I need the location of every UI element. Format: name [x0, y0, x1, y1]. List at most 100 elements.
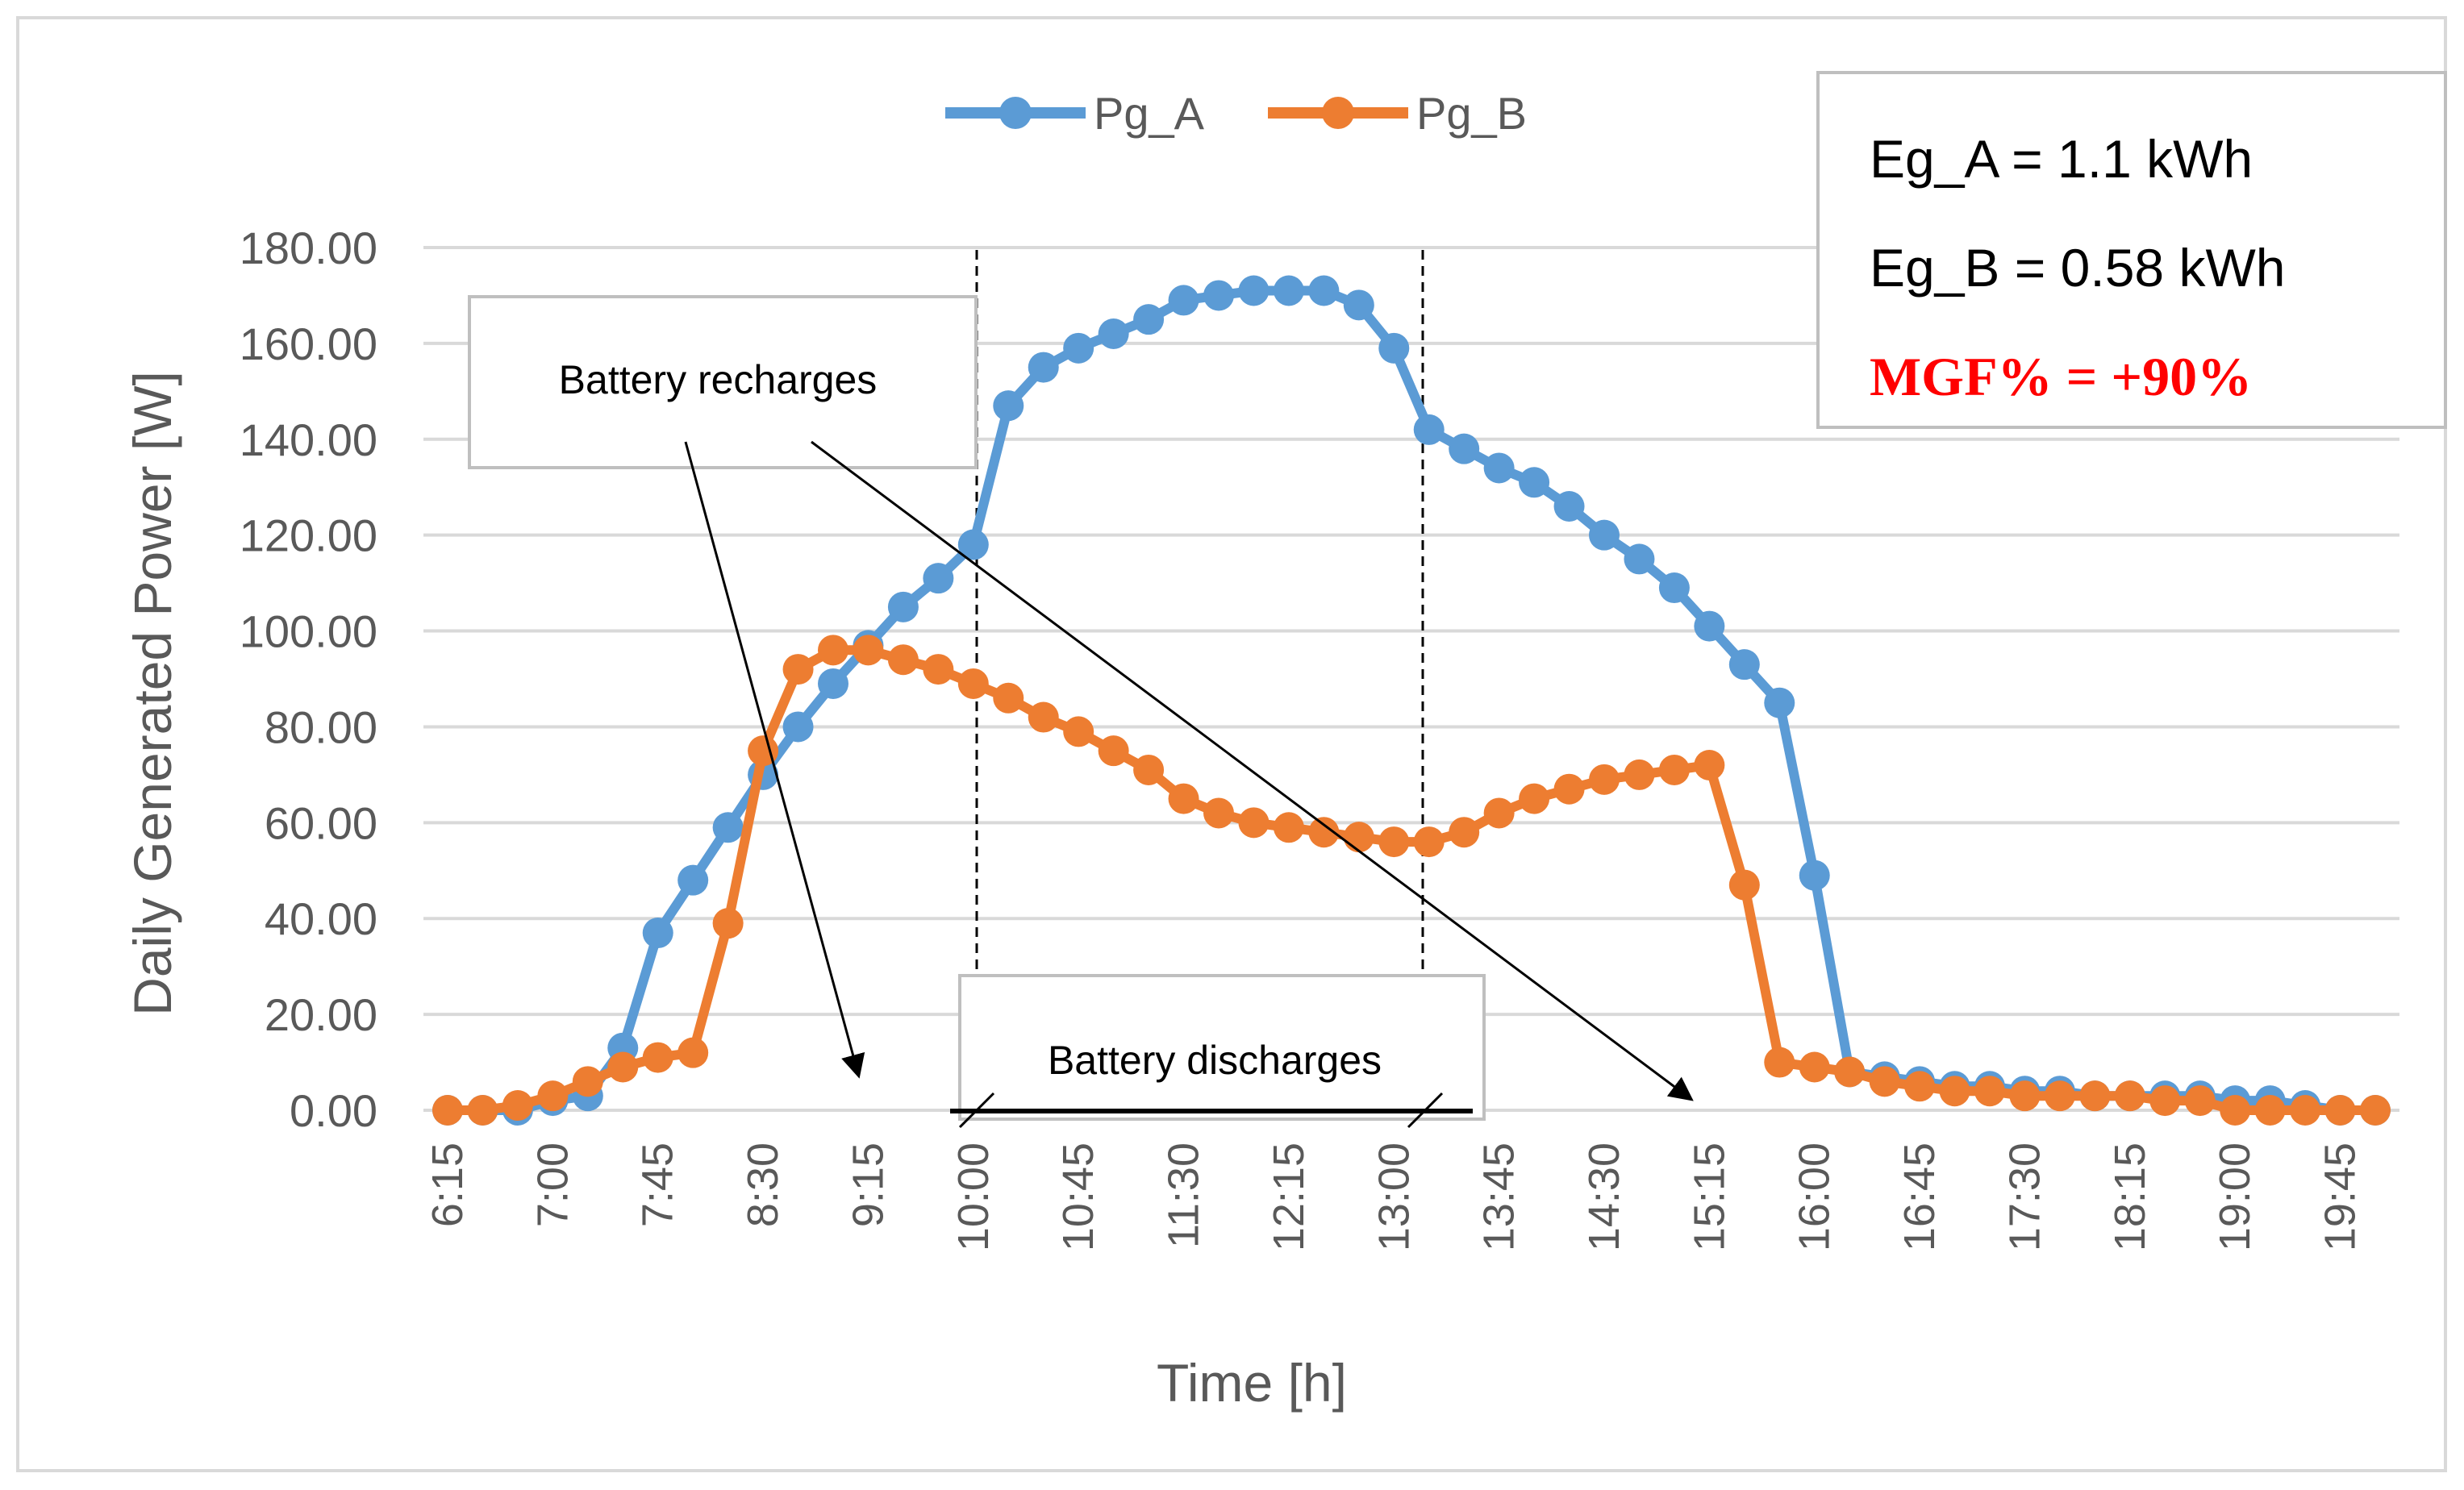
data-point: [2009, 1080, 2041, 1112]
x-tick-label: 14:30: [1580, 1142, 1628, 1251]
x-tick-label: 19:45: [2316, 1142, 2365, 1251]
break-mark-left: [958, 1092, 995, 1129]
x-tick-label: 19:00: [2211, 1142, 2259, 1251]
y-tick-label: 180.00: [240, 223, 377, 273]
data-point: [1728, 869, 1760, 901]
data-point: [923, 654, 954, 685]
data-point: [1203, 797, 1234, 829]
x-tick-label: 16:00: [1791, 1142, 1839, 1251]
data-point: [1519, 783, 1550, 814]
data-point: [1519, 467, 1550, 498]
data-point: [1553, 773, 1585, 805]
recharge-arrow-left: [684, 441, 865, 1079]
legend-marker-pg-a: [999, 97, 1032, 129]
data-point: [1273, 275, 1304, 306]
data-point: [1974, 1076, 2005, 1107]
data-point: [1694, 610, 1725, 642]
legend-label-pg-a: Pg_A: [1094, 88, 1205, 139]
data-point: [1098, 318, 1129, 349]
data-point: [2114, 1080, 2145, 1112]
data-point: [537, 1080, 569, 1112]
x-tick-label: 16:45: [1895, 1142, 1944, 1251]
data-point: [1483, 797, 1515, 829]
recharge-label-box: [468, 295, 978, 469]
data-point: [1799, 1051, 1830, 1083]
data-point: [1343, 289, 1374, 321]
data-point: [642, 918, 673, 949]
data-point: [502, 1090, 533, 1122]
mgf-value: MGF% = +90%: [1870, 346, 2252, 407]
x-tick-label: 9:15: [844, 1142, 892, 1227]
y-tick-label: 60.00: [265, 797, 377, 848]
data-point: [1834, 1056, 1866, 1088]
data-point: [1624, 543, 1655, 575]
series-pg-b: [432, 635, 2391, 1126]
x-tick-label: 11:30: [1160, 1142, 1208, 1248]
data-point: [1728, 649, 1760, 680]
data-point: [2290, 1095, 2321, 1126]
data-point: [1413, 826, 1445, 858]
y-tick-label: 120.00: [240, 510, 377, 561]
y-tick-label: 100.00: [240, 606, 377, 657]
data-point: [957, 668, 989, 699]
y-tick-label: 0.00: [290, 1085, 377, 1136]
data-point: [1308, 275, 1340, 306]
x-axis-title: Time [h]: [1157, 1353, 1347, 1413]
data-point: [1449, 433, 1480, 464]
data-point: [1658, 754, 1690, 785]
data-point: [2184, 1085, 2216, 1117]
data-point: [2360, 1095, 2391, 1126]
data-point: [1028, 701, 1059, 733]
data-point: [782, 711, 814, 743]
data-point: [923, 563, 954, 594]
data-point: [748, 735, 779, 767]
data-point: [2044, 1080, 2075, 1112]
data-point: [1098, 735, 1129, 767]
data-point: [432, 1095, 463, 1126]
data-point: [957, 529, 989, 560]
data-point: [1764, 1047, 1795, 1078]
x-tick-label: 10:45: [1054, 1142, 1103, 1251]
data-point: [1063, 332, 1094, 364]
data-point: [572, 1066, 603, 1097]
data-point: [677, 1037, 709, 1068]
data-point: [1553, 491, 1585, 522]
data-point: [712, 812, 744, 843]
data-point: [887, 644, 919, 676]
x-tick-label: 8:30: [739, 1142, 787, 1227]
energy-summary-box: [1816, 71, 2447, 429]
x-tick-label: 7:45: [634, 1142, 682, 1227]
legend: Pg_A Pg_B: [945, 88, 1527, 139]
data-point: [853, 635, 884, 666]
data-point: [607, 1051, 639, 1083]
x-tick-label: 6:15: [423, 1142, 472, 1227]
data-point: [642, 1042, 673, 1073]
data-point: [677, 864, 709, 896]
y-tick-label: 80.00: [265, 701, 377, 752]
x-tick-label: 10:00: [949, 1142, 998, 1251]
y-tick-label: 140.00: [240, 414, 377, 465]
data-point: [2220, 1095, 2251, 1126]
x-tick-label: 15:15: [1685, 1142, 1733, 1251]
data-point: [1589, 519, 1620, 551]
discharge-label: Battery discharges: [1048, 1038, 1382, 1083]
x-tick-label: 13:45: [1475, 1142, 1524, 1251]
data-point: [1658, 572, 1690, 604]
legend-marker-pg-b: [1322, 97, 1354, 129]
data-point: [1904, 1071, 1936, 1102]
eg-a-value: Eg_A = 1.1 kWh: [1870, 129, 2253, 189]
data-point: [1308, 817, 1340, 848]
data-point: [2254, 1095, 2286, 1126]
y-tick-label: 40.00: [265, 893, 377, 944]
data-point: [1028, 352, 1059, 383]
data-point: [1343, 822, 1374, 853]
data-point: [1238, 807, 1270, 839]
x-axis-ticks: 6:15 7:00 7:45 8:30 9:15 10:00 10:45 11:30 12:15…: [423, 1142, 2365, 1251]
y-tick-label: 160.00: [240, 318, 377, 369]
data-point: [1168, 285, 1199, 316]
discharge-label-box: [958, 974, 1486, 1121]
x-tick-label: 13:00: [1370, 1142, 1418, 1251]
data-point: [1869, 1066, 1900, 1097]
data-point: [712, 908, 744, 939]
